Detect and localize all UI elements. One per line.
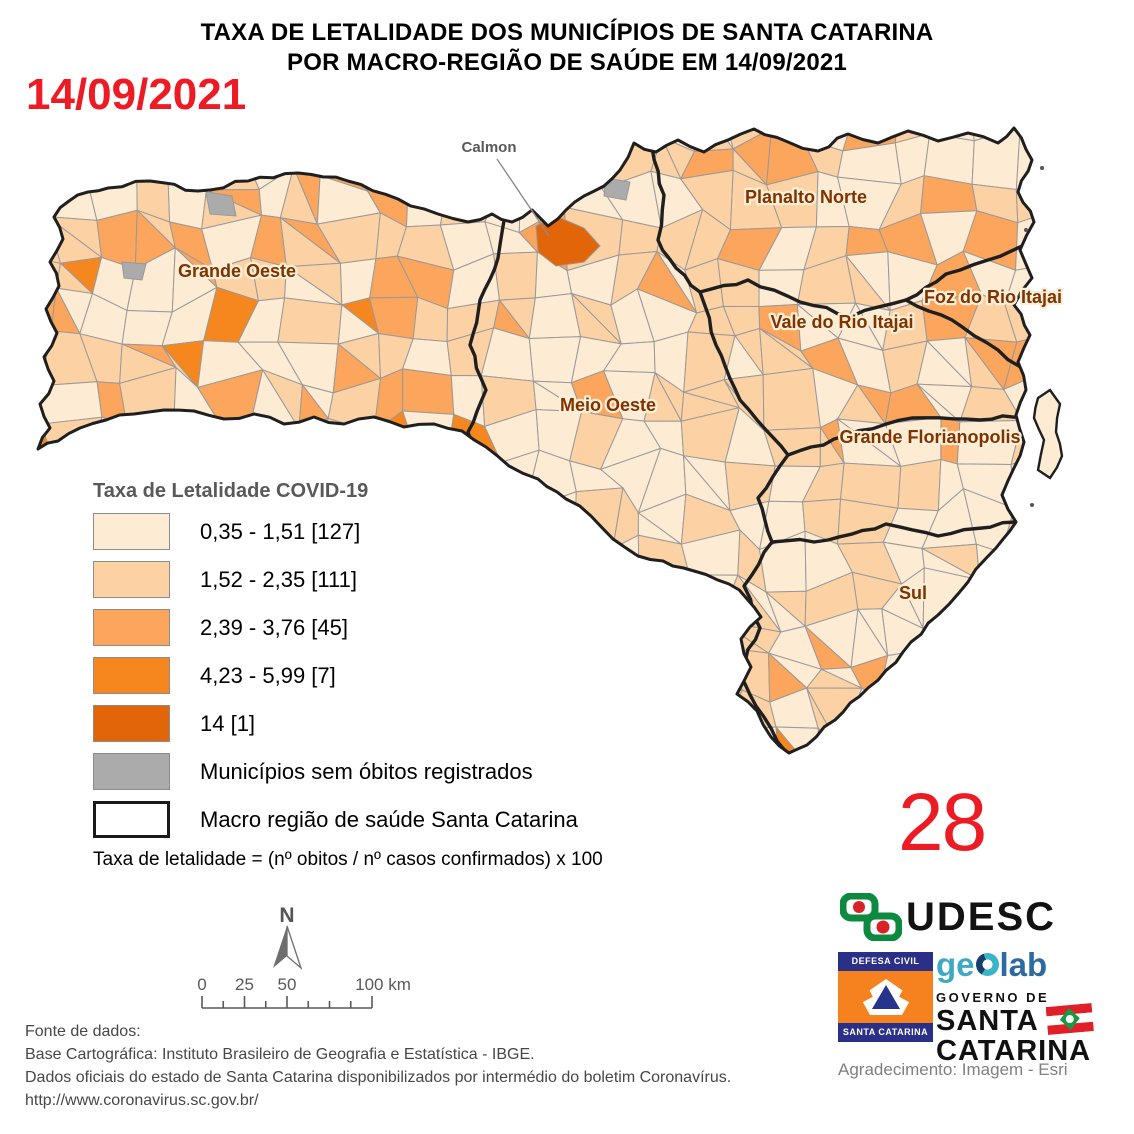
catarina-label: CATARINA bbox=[936, 1035, 1092, 1067]
islet bbox=[1018, 293, 1022, 297]
legend-item: Macro região de saúde Santa Catarina bbox=[93, 801, 713, 838]
scale-label: 100 km bbox=[355, 975, 411, 994]
legend-label: Municípios sem óbitos registrados bbox=[200, 758, 533, 784]
map-title-line1: TAXA DE LETALIDADE DOS MUNICÍPIOS DE SAN… bbox=[200, 19, 934, 46]
calmon-callout-label: Calmon bbox=[461, 139, 516, 156]
credits-line: Fonte de dados: bbox=[25, 1023, 141, 1040]
defesa-civil-bottom-label: SANTA CATARINA bbox=[838, 1023, 933, 1042]
legend: Taxa de Letalidade COVID-19 0,35 - 1,51 … bbox=[93, 480, 713, 871]
no-deaths-municipality bbox=[205, 191, 237, 217]
calmon-leader-line bbox=[496, 158, 550, 237]
legend-items: 0,35 - 1,51 [127] 1,52 - 2,35 [111] 2,39 -… bbox=[93, 513, 713, 838]
scale-label: 50 bbox=[278, 975, 297, 994]
scale-label: 0 bbox=[197, 975, 206, 994]
udesc-logo: UDESC bbox=[840, 893, 1056, 941]
region-label: Foz do Rio Itajai bbox=[924, 287, 1062, 307]
legend-swatch bbox=[93, 801, 170, 838]
geolab-text-lab: lab bbox=[999, 946, 1048, 983]
sc-flag-icon bbox=[1045, 1003, 1094, 1040]
scale-bar: 0 25 50 100 km bbox=[197, 975, 411, 1009]
legend-title: Taxa de Letalidade COVID-19 bbox=[93, 480, 369, 502]
governo-de-label: GOVERNO DE bbox=[936, 990, 1050, 1005]
acknowledgement: Agradecimento: Imagem - Esri bbox=[838, 1060, 1068, 1079]
islet bbox=[1040, 166, 1044, 170]
map-title: TAXA DE LETALIDADE DOS MUNICÍPIOS DE SAN… bbox=[0, 18, 1134, 78]
geolab-swirl-icon bbox=[975, 953, 999, 976]
legend-item: 14 [1] bbox=[93, 705, 713, 742]
defesa-civil-top-label: DEFESA CIVIL bbox=[838, 952, 933, 971]
governo-sc-logo: GOVERNO DE SANTA CATARINA bbox=[936, 990, 1094, 1067]
udesc-logo-icon bbox=[840, 893, 902, 941]
date-overlay: 14/09/2021 bbox=[26, 70, 247, 119]
no-deaths-municipality bbox=[121, 261, 147, 281]
defesa-civil-emblem bbox=[838, 971, 933, 1023]
legend-label: Macro região de saúde Santa Catarina bbox=[200, 806, 578, 832]
legend-item: Municípios sem óbitos registrados bbox=[93, 753, 713, 790]
region-label: Grande Florianopolis bbox=[839, 427, 1020, 447]
legend-item: 4,23 - 5,99 [7] bbox=[93, 657, 713, 694]
count-overlay: 28 bbox=[898, 777, 987, 868]
data-source-credits: Fonte de dados: Base Cartográfica: Insti… bbox=[25, 1020, 731, 1112]
state-outline bbox=[36, 126, 1036, 755]
north-arrow: N bbox=[273, 904, 303, 971]
geolab-text-ge: ge bbox=[936, 946, 975, 983]
region-label: Vale do Rio Itajai bbox=[770, 312, 913, 332]
defesa-civil-emblem-icon bbox=[854, 979, 917, 1015]
legend-swatch bbox=[93, 657, 170, 694]
islet bbox=[1030, 503, 1034, 507]
islet bbox=[1024, 228, 1028, 232]
udesc-logo-text: UDESC bbox=[906, 894, 1057, 939]
scale-label: 25 bbox=[235, 975, 254, 994]
credits-line: Dados oficiais do estado de Santa Catari… bbox=[25, 1069, 732, 1086]
geolab-logo: ge lab bbox=[936, 948, 1047, 982]
legend-item: 1,52 - 2,35 [111] bbox=[93, 561, 713, 598]
florianopolis-island bbox=[1032, 388, 1064, 480]
region-label: Sul bbox=[899, 583, 927, 603]
credits-line: Base Cartográfica: Instituto Brasileiro … bbox=[25, 1046, 535, 1063]
legend-label: 14 [1] bbox=[200, 710, 256, 736]
legend-swatch bbox=[93, 753, 170, 790]
legend-label: 4,23 - 5,99 [7] bbox=[200, 662, 336, 688]
no-deaths-municipality bbox=[603, 177, 631, 201]
region-label: Meio Oeste bbox=[560, 395, 656, 415]
region-label: Planalto Norte bbox=[745, 187, 867, 207]
legend-item: 0,35 - 1,51 [127] bbox=[93, 513, 713, 550]
region-label: Grande Oeste bbox=[178, 261, 296, 281]
legend-formula: Taxa de letalidade = (nº obitos / nº cas… bbox=[93, 849, 603, 870]
legend-label: 2,39 - 3,76 [45] bbox=[200, 614, 348, 640]
legend-swatch bbox=[93, 609, 170, 646]
macro-region-borders bbox=[450, 146, 1032, 753]
legend-swatch bbox=[93, 705, 170, 742]
legend-label: 1,52 - 2,35 [111] bbox=[200, 566, 357, 592]
legend-label: 0,35 - 1,51 [127] bbox=[200, 518, 361, 544]
santa-label: SANTA bbox=[936, 1005, 1039, 1037]
credits-line: http://www.coronavirus.sc.gov.br/ bbox=[25, 1092, 259, 1109]
map-title-line2: POR MACRO-REGIÃO DE SAÚDE EM 14/09/2021 bbox=[287, 49, 847, 76]
north-label: N bbox=[279, 904, 294, 927]
legend-item: 2,39 - 3,76 [45] bbox=[93, 609, 713, 646]
region-labels: Grande Oeste Planalto Norte Foz do Rio Ita… bbox=[176, 185, 1065, 606]
legend-swatch bbox=[93, 513, 170, 550]
defesa-civil-logo: DEFESA CIVIL SANTA CATARINA bbox=[838, 952, 933, 1042]
legend-swatch bbox=[93, 561, 170, 598]
